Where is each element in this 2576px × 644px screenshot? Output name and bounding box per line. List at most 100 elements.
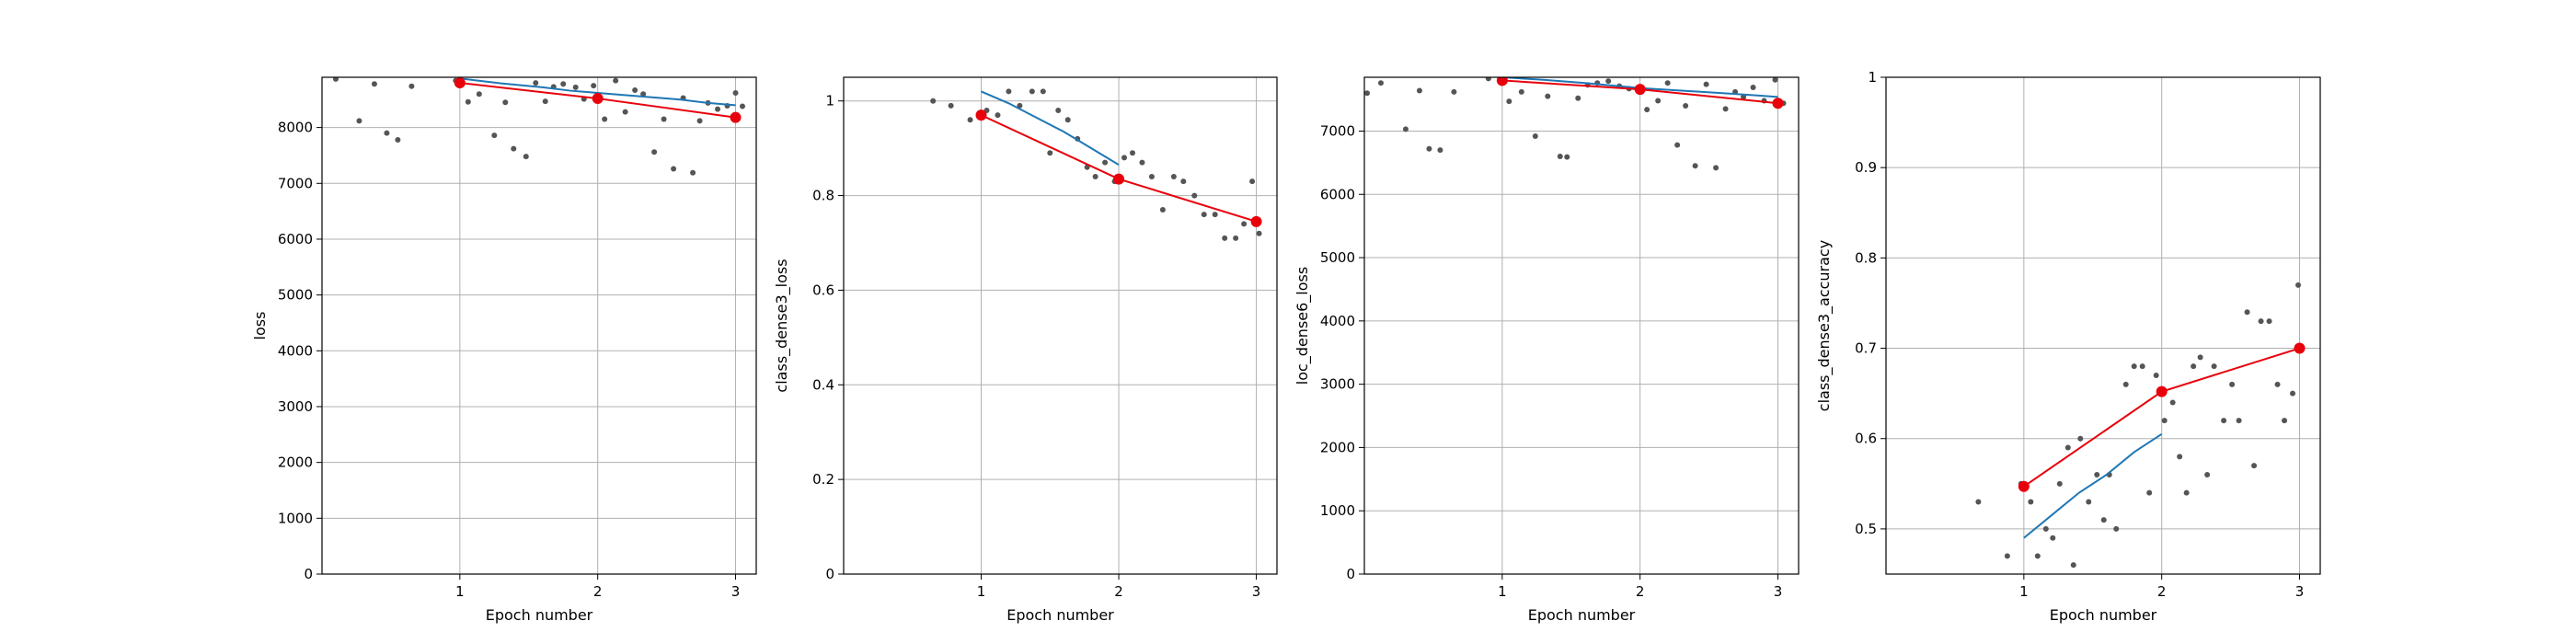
data-point bbox=[1092, 174, 1098, 179]
data-point bbox=[2204, 472, 2211, 477]
epoch-mean-marker bbox=[1250, 215, 1262, 227]
y-tick-label: 6000 bbox=[1320, 186, 1355, 202]
data-point bbox=[1064, 117, 1071, 123]
plot-area bbox=[332, 77, 746, 176]
data-point bbox=[1364, 90, 1370, 97]
y-tick-label: 2000 bbox=[278, 454, 313, 471]
data-point bbox=[2042, 525, 2049, 532]
epoch-mean-marker bbox=[1496, 77, 1508, 86]
data-point bbox=[1017, 102, 1023, 109]
data-point bbox=[2100, 517, 2107, 523]
x-tick-label: 1 bbox=[977, 583, 986, 600]
y-tick-label: 7000 bbox=[278, 175, 313, 191]
data-point bbox=[2191, 363, 2197, 370]
epoch-mean-marker bbox=[592, 93, 604, 105]
data-point bbox=[1518, 88, 1524, 95]
data-point bbox=[1047, 150, 1053, 156]
y-tick-label: 0.4 bbox=[812, 376, 834, 393]
x-tick-label: 2 bbox=[2157, 583, 2167, 600]
data-point bbox=[465, 98, 471, 105]
data-point bbox=[1692, 163, 1698, 169]
data-point bbox=[1139, 159, 1145, 166]
data-point bbox=[632, 86, 638, 93]
data-point bbox=[2236, 418, 2242, 424]
chart-panel-4: 1 2 3 0.5 0.6 0.7 0.8 0.9 1 Epoch number class_den… bbox=[1815, 69, 2321, 624]
axes-frame bbox=[1885, 76, 2321, 575]
data-point bbox=[1557, 153, 1563, 159]
smoothed-trend-line bbox=[459, 77, 736, 107]
epoch-mean-marker bbox=[1772, 98, 1784, 109]
y-axis-label: loc_dense6_loss bbox=[1294, 267, 1312, 385]
y-axis-label: class_dense3_loss bbox=[773, 259, 791, 392]
data-point bbox=[1426, 145, 1432, 152]
data-point bbox=[491, 132, 498, 139]
x-tick-label: 3 bbox=[2295, 583, 2305, 600]
data-point bbox=[1102, 159, 1109, 166]
data-point bbox=[651, 149, 658, 155]
data-point bbox=[1201, 212, 1207, 218]
data-point bbox=[1256, 230, 1262, 236]
data-point bbox=[602, 116, 608, 122]
data-point bbox=[740, 103, 746, 109]
y-axis-label: loss bbox=[251, 312, 269, 340]
data-point bbox=[622, 109, 628, 115]
data-point bbox=[2211, 363, 2217, 370]
data-point bbox=[2050, 535, 2056, 541]
data-point bbox=[2266, 318, 2272, 325]
data-point bbox=[2169, 399, 2176, 406]
data-point bbox=[2131, 363, 2137, 370]
data-point bbox=[2056, 480, 2063, 487]
data-point bbox=[2221, 418, 2227, 424]
data-point bbox=[1750, 85, 1756, 91]
y-axis-label: class_dense3_accuracy bbox=[1815, 240, 1834, 411]
data-point bbox=[371, 81, 377, 87]
y-tick-label: 4000 bbox=[1320, 313, 1355, 329]
data-point bbox=[1148, 174, 1155, 179]
x-tick-label: 3 bbox=[731, 583, 741, 600]
data-point bbox=[2161, 418, 2168, 424]
y-tick-label: 0.8 bbox=[1855, 249, 1877, 266]
smoothed-trend-line bbox=[981, 90, 1120, 166]
data-point bbox=[1029, 88, 1035, 95]
data-point bbox=[502, 99, 509, 106]
data-point bbox=[690, 169, 696, 176]
data-point bbox=[1159, 207, 1166, 213]
y-tick-label: 0.8 bbox=[812, 188, 834, 204]
epoch-mean-marker bbox=[975, 109, 987, 121]
data-point bbox=[542, 98, 548, 105]
y-tick-label: 0 bbox=[304, 566, 313, 582]
y-tick-label: 5000 bbox=[278, 287, 313, 304]
data-point bbox=[2034, 553, 2041, 559]
data-point bbox=[2274, 381, 2281, 387]
epoch-mean-marker bbox=[730, 111, 742, 123]
x-tick-label: 3 bbox=[1252, 583, 1261, 600]
data-point bbox=[591, 83, 597, 89]
data-point bbox=[1121, 155, 1128, 161]
data-point bbox=[613, 77, 619, 84]
y-tick-label: 0 bbox=[825, 566, 834, 582]
x-tick-label: 3 bbox=[1774, 583, 1783, 600]
data-point bbox=[2229, 381, 2236, 387]
data-point bbox=[1191, 192, 1198, 199]
data-point bbox=[2139, 363, 2145, 370]
chart-panel-3: 1 2 3 0 1000 2000 3000 4000 5000 6000 7000 Epoch nu… bbox=[1294, 76, 1800, 624]
data-point bbox=[661, 116, 667, 122]
data-point bbox=[696, 118, 703, 124]
data-point bbox=[1055, 108, 1062, 113]
epoch-mean-marker bbox=[2156, 385, 2168, 397]
data-point bbox=[1451, 88, 1457, 95]
plot-area bbox=[930, 88, 1262, 241]
y-tick-label: 8000 bbox=[278, 120, 313, 136]
data-point bbox=[2113, 525, 2120, 532]
plot-area bbox=[1975, 282, 2306, 569]
data-point bbox=[2177, 454, 2183, 460]
x-tick-label: 2 bbox=[1636, 583, 1645, 600]
y-tick-label: 4000 bbox=[278, 342, 313, 359]
x-tick-label: 2 bbox=[1114, 583, 1123, 600]
data-point bbox=[560, 81, 567, 87]
data-point bbox=[395, 136, 401, 143]
data-point bbox=[1180, 178, 1187, 185]
data-point bbox=[1713, 165, 1719, 171]
y-tick-label: 0.5 bbox=[1855, 521, 1877, 537]
